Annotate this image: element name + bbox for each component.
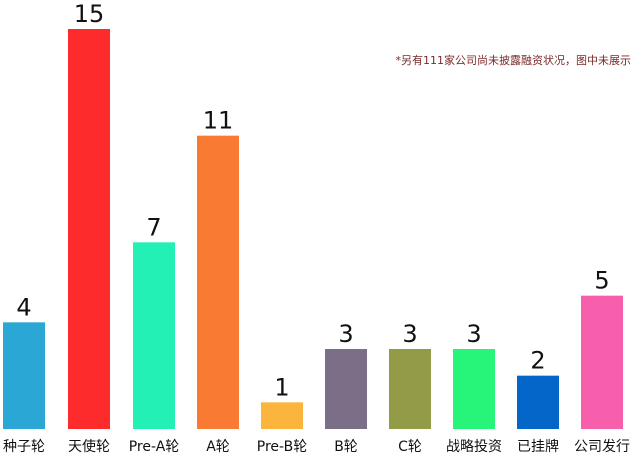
data-label-1: 15 — [74, 0, 105, 28]
bar-7 — [453, 349, 495, 429]
category-label-3: A轮 — [206, 439, 230, 455]
undisclosed-note: *另有111家公司尚未披露融资状况，图中未展示 — [395, 54, 632, 67]
data-label-0: 4 — [16, 293, 31, 321]
data-label-3: 11 — [203, 107, 234, 135]
category-label-7: 战略投资 — [446, 439, 502, 455]
category-label-2: Pre-A轮 — [129, 439, 180, 455]
bar-4 — [261, 402, 303, 429]
bar-1 — [68, 29, 110, 429]
bar-8 — [517, 375, 559, 429]
bar-5 — [325, 349, 367, 429]
category-label-0: 种子轮 — [3, 439, 45, 455]
data-label-7: 3 — [466, 320, 481, 348]
bar-3 — [197, 135, 239, 429]
data-label-6: 3 — [402, 320, 417, 348]
bar-6 — [389, 349, 431, 429]
bar-0 — [3, 322, 45, 429]
data-label-8: 2 — [530, 347, 545, 375]
category-label-9: 公司发行 — [574, 439, 630, 455]
category-label-5: B轮 — [334, 439, 358, 455]
bar-2 — [133, 242, 175, 429]
category-label-6: C轮 — [398, 439, 422, 455]
data-label-2: 7 — [146, 213, 161, 241]
bar-9 — [581, 295, 623, 429]
category-label-4: Pre-B轮 — [257, 439, 307, 455]
data-label-5: 3 — [338, 320, 353, 348]
category-label-8: 已挂牌 — [517, 438, 559, 455]
data-label-9: 5 — [594, 267, 609, 295]
data-label-4: 1 — [274, 373, 289, 401]
category-label-1: 天使轮 — [68, 438, 110, 455]
